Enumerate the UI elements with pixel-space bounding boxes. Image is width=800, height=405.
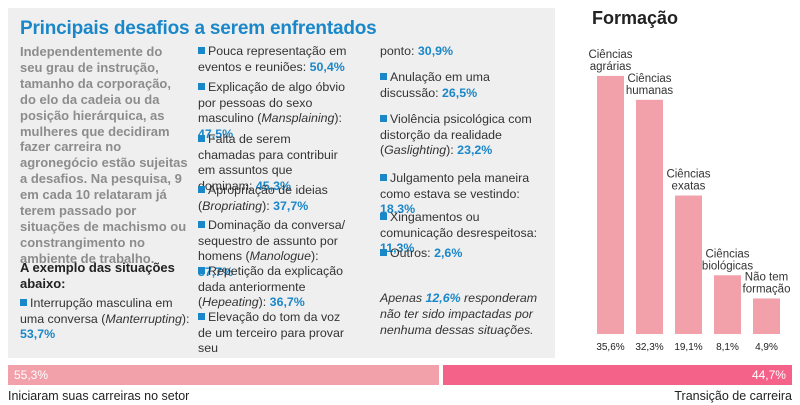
category-label: formação bbox=[743, 283, 791, 295]
challenge-item: Pouca representação em eventos e reuniõe… bbox=[198, 44, 347, 74]
examples-heading: A exemplo das situações abaixo: bbox=[20, 260, 175, 291]
challenge-item: Interrupção masculina em uma conversa (M… bbox=[20, 296, 190, 342]
challenge-item: Repetição da explicação dada anteriormen… bbox=[198, 264, 344, 310]
bar-5 bbox=[753, 298, 780, 334]
challenge-item: Anulação em uma discussão: 26,5% bbox=[380, 70, 490, 100]
bullet-icon bbox=[380, 174, 387, 181]
value-label: 35,6% bbox=[596, 342, 624, 353]
footnote: Apenas 12,6% responderam não ter sido im… bbox=[380, 291, 538, 337]
challenge-item: Falta de serem chamadas para contribuir … bbox=[198, 132, 338, 193]
category-label: exatas bbox=[672, 181, 706, 193]
challenge-item: Dominação da conversa/ sequestro de assu… bbox=[198, 218, 346, 279]
value-label: 8,1% bbox=[716, 342, 739, 353]
category-label: Ciências bbox=[627, 73, 671, 85]
bar-2 bbox=[636, 99, 663, 334]
formacao-bar-chart: Ciênciasagrárias35,6%Ciênciashumanas32,3… bbox=[588, 49, 791, 353]
challenge-item: Elevação do tom da voz de um terceiro pa… bbox=[198, 310, 345, 356]
bullet-icon bbox=[380, 115, 387, 122]
value-label: 32,3% bbox=[635, 342, 663, 353]
bullet-icon bbox=[198, 83, 205, 90]
chart-title: Formação bbox=[592, 8, 679, 28]
category-label: Não tem bbox=[745, 271, 788, 283]
challenge-item: Julgamento pela maneira como estava se v… bbox=[380, 171, 530, 217]
challenge-item: Apropriação de ideias (Bropriating): 37,… bbox=[198, 183, 328, 213]
category-label: Ciências bbox=[666, 169, 710, 181]
challenge-item: Xingamentos ou comunicação desrespeitosa… bbox=[380, 210, 538, 256]
intro-text: Independentemente do seu grau de instruç… bbox=[20, 44, 188, 266]
category-label: Ciências bbox=[705, 248, 749, 260]
category-label: Ciências bbox=[588, 49, 632, 61]
bullet-icon bbox=[198, 221, 205, 228]
category-label: biológicas bbox=[702, 260, 753, 272]
bullet-icon bbox=[198, 186, 205, 193]
bar-3 bbox=[675, 195, 702, 334]
challenge-item: Explicação de algo óbvio por pessoas do … bbox=[198, 80, 346, 141]
bullet-icon bbox=[380, 249, 387, 256]
segment-value-label: 55,3% bbox=[14, 368, 49, 382]
bullet-icon bbox=[380, 73, 387, 80]
bullet-icon bbox=[198, 267, 205, 274]
career-caption-iniciaram: Iniciaram suas carreiras no setor bbox=[8, 389, 190, 403]
challenge-item: Outros: 2,6% bbox=[380, 246, 550, 262]
bullet-icon bbox=[198, 47, 205, 54]
bullet-icon bbox=[198, 135, 205, 142]
category-label: agrárias bbox=[590, 61, 632, 73]
career-segment-transicao: 44,7% bbox=[443, 365, 792, 385]
panel-title: Principais desafios a serem enfrentados bbox=[20, 18, 377, 39]
challenges-panel: Principais desafios a serem enfrentados … bbox=[8, 8, 555, 358]
value-label: 4,9% bbox=[755, 342, 778, 353]
bullet-icon bbox=[198, 313, 205, 320]
challenge-item: Violência psicológica com distorção da r… bbox=[380, 112, 532, 158]
segment-value-label: 44,7% bbox=[751, 368, 786, 382]
value-label: 19,1% bbox=[674, 342, 702, 353]
category-label: humanas bbox=[626, 85, 674, 97]
career-segment-iniciaram: 55,3% bbox=[8, 365, 440, 385]
bullet-icon bbox=[380, 213, 387, 220]
career-caption-transicao: Transição de carreira bbox=[674, 389, 792, 403]
challenge-item-continuation: ponto: 30,9% bbox=[380, 44, 454, 58]
bullet-icon bbox=[20, 299, 27, 306]
bar-1 bbox=[597, 75, 624, 335]
bar-4 bbox=[714, 275, 741, 334]
career-stacked-bar: 55,3% 44,7% Iniciaram suas carreiras no … bbox=[0, 365, 800, 405]
